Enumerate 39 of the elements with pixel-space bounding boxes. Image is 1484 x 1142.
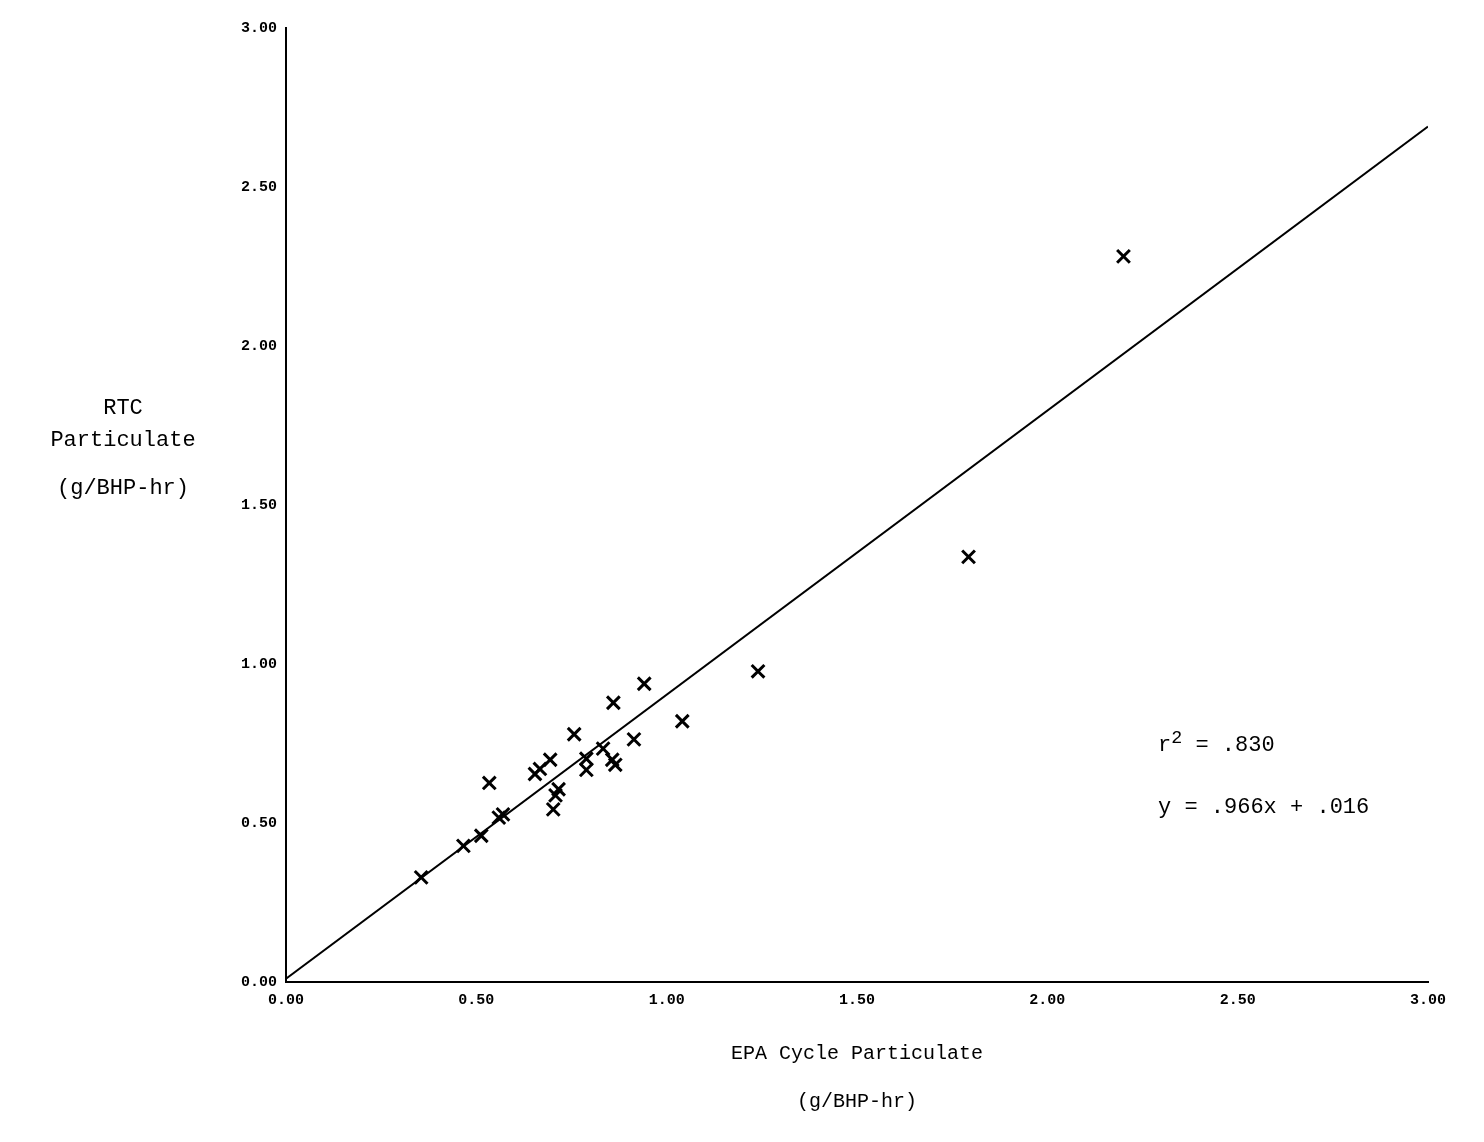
y-axis-title: RTC Particulate (g/BHP-hr): [49, 395, 197, 503]
x-tick-label: 1.50: [839, 991, 876, 1009]
y-tick-label: 3.00: [240, 19, 278, 37]
y-tick-label: 1.00: [240, 655, 278, 673]
point: [607, 756, 624, 773]
x-tick-label: 0.50: [458, 991, 495, 1009]
x-tick-label: 2.00: [1029, 991, 1066, 1009]
y-tick-label: 2.50: [240, 178, 278, 196]
point: [636, 675, 653, 692]
y-tick-label: 2.00: [240, 337, 278, 355]
y-tick-label: 0.50: [240, 814, 278, 832]
point: [495, 806, 511, 823]
x-tick-label: 2.50: [1219, 991, 1256, 1009]
point: [481, 775, 498, 791]
y-tick-label: 1.50: [240, 496, 278, 514]
point: [455, 838, 472, 854]
point: [550, 781, 567, 798]
point: [532, 761, 548, 777]
point: [750, 663, 766, 680]
point: [595, 740, 611, 757]
x-tick-label: 0.00: [268, 991, 305, 1009]
point: [542, 751, 559, 768]
point: [566, 726, 583, 743]
point: [674, 713, 691, 730]
point: [605, 694, 622, 711]
y-tick-label: 0.00: [240, 973, 278, 991]
text: EPA Cycle Particulate (g/BHP-hr): [730, 1042, 984, 1114]
point: [527, 766, 543, 782]
annotation: r$^{2}$ = .830: [1158, 727, 1276, 761]
point: [490, 809, 507, 826]
point: [1115, 248, 1132, 265]
point: [604, 751, 621, 768]
point: [413, 869, 430, 886]
point: [960, 548, 977, 565]
point: [473, 827, 490, 844]
x-tick-label: 3.00: [1409, 991, 1447, 1009]
point: [626, 731, 642, 748]
x-tick-label: 1.00: [648, 991, 685, 1009]
annotation: y = .966x + .016: [1158, 794, 1370, 823]
